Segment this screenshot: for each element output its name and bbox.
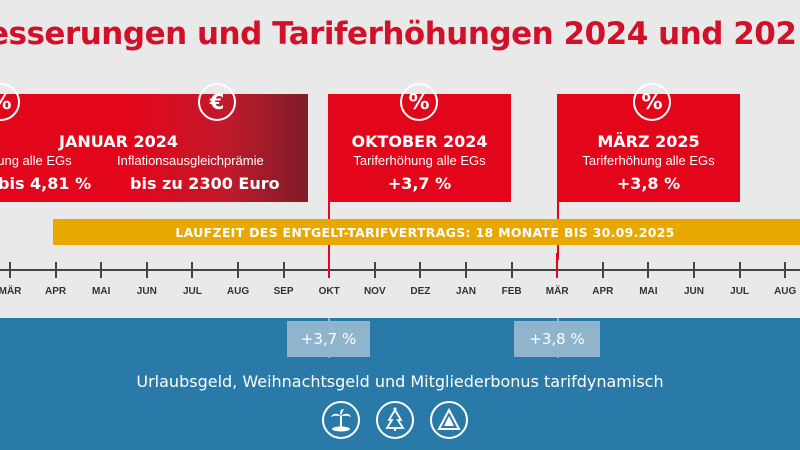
timeline-tick: [145, 262, 148, 278]
month-label: MAI: [92, 286, 111, 297]
timeline-tick: [328, 253, 331, 278]
month-label: JUL: [730, 286, 750, 297]
januar-left-value: bis 4,81 %: [0, 174, 92, 193]
oktober-2024-box: % OKTOBER 2024 Tariferhöhung alle EGs +3…: [328, 83, 511, 202]
timeline-tick: [784, 262, 787, 278]
ig-metall-logo-icon: [430, 401, 468, 439]
month-label: AUG: [226, 286, 250, 297]
percent-icon: %: [633, 83, 671, 121]
month-label: MÄR: [545, 286, 569, 297]
month-label: JUL: [182, 286, 202, 297]
timeline-tick: [54, 262, 57, 278]
month-label: OKT: [318, 286, 340, 297]
maerz-sub: Tariferhöhung alle EGs: [582, 153, 715, 168]
timeline-tick: [647, 262, 650, 278]
maerz-increase-badge: +3,8 %: [514, 321, 600, 357]
christmas-tree-icon: [376, 401, 414, 439]
maerz-value: +3,8 %: [616, 174, 681, 193]
oktober-heading: OKTOBER 2024: [351, 132, 488, 151]
oktober-sub: Tariferhöhung alle EGs: [353, 153, 486, 168]
bottom-description: Urlaubsgeld, Weihnachtsgeld und Mitglied…: [136, 372, 664, 391]
januar-2024-box: % € JANUAR 2024 hung alle EGs bis 4,81 %…: [0, 83, 308, 202]
timeline-tick: [556, 253, 559, 278]
month-label: AUG: [774, 286, 797, 297]
timeline-tick: [419, 262, 422, 278]
oktober-increase-badge: +3,7 %: [287, 321, 370, 357]
month-label: APR: [592, 286, 614, 297]
month-label: MAI: [639, 286, 658, 297]
percent-icon: %: [400, 83, 438, 121]
timeline-axis: [0, 269, 800, 271]
laufzeit-bar: LAUFZEIT DES ENTGELT-TARIFVERTRAGS: 18 M…: [53, 219, 800, 245]
timeline-tick: [373, 262, 376, 278]
timeline-tick: [693, 262, 695, 278]
januar-left-sub: hung alle EGs: [0, 153, 72, 168]
month-label: FEB: [501, 286, 522, 297]
month-label: NOV: [363, 286, 386, 297]
euro-icon: €: [198, 83, 236, 121]
januar-right-sub: Inflationsausgleichprämie: [117, 153, 264, 168]
timeline-tick: [237, 262, 239, 278]
januar-right-value: bis zu 2300 Euro: [130, 174, 280, 193]
maerz-heading: MÄRZ 2025: [597, 132, 700, 151]
month-label: SEP: [273, 286, 294, 297]
percent-icon: %: [0, 83, 20, 121]
timeline-tick: [9, 262, 11, 278]
timeline-tick: [510, 262, 513, 278]
month-label: APR: [45, 286, 67, 297]
timeline-tick: [100, 262, 103, 278]
oktober-value: +3,7 %: [387, 174, 452, 193]
month-label: MÄR: [0, 286, 22, 297]
month-label: JUN: [136, 286, 157, 297]
month-label: DEZ: [410, 286, 431, 297]
page-title: esserungen und Tariferhöhungen 2024 und …: [0, 16, 797, 52]
month-label: JAN: [455, 286, 477, 297]
timeline-tick: [465, 262, 467, 278]
timeline-tick: [191, 262, 194, 278]
month-label: JUN: [683, 286, 705, 297]
timeline-tick: [282, 262, 285, 278]
januar-heading: JANUAR 2024: [59, 132, 179, 151]
timeline-tick: [738, 262, 741, 278]
island-palm-icon: [322, 401, 360, 439]
maerz-2025-box: % MÄRZ 2025 Tariferhöhung alle EGs +3,8 …: [557, 83, 740, 202]
timeline-tick: [601, 262, 604, 278]
